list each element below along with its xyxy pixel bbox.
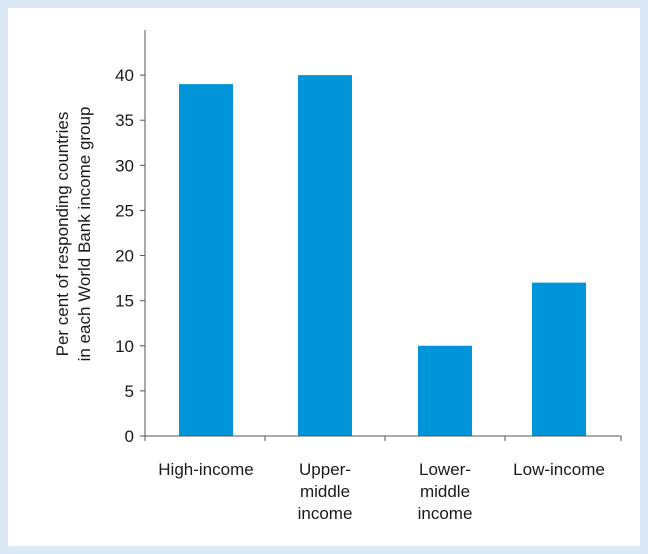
y-tick-label: 5 bbox=[125, 382, 134, 401]
bar-chart: Per cent of responding countries in each … bbox=[53, 30, 622, 523]
x-tick-label: income bbox=[298, 504, 353, 523]
x-tick-label: Lower- bbox=[419, 460, 471, 479]
axes-group bbox=[144, 30, 622, 441]
x-tick-label: income bbox=[418, 504, 473, 523]
bar-4 bbox=[532, 282, 586, 436]
x-tick-label: High-income bbox=[158, 460, 253, 479]
x-labels-group: High-income Upper-middle income Lower-middl… bbox=[158, 460, 605, 523]
y-tick-label: 25 bbox=[115, 201, 134, 220]
y-tick-label: 10 bbox=[115, 337, 134, 356]
x-tick-label: middle bbox=[420, 482, 470, 501]
y-tick-label: 40 bbox=[115, 66, 134, 85]
y-tick-label: 0 bbox=[125, 427, 134, 446]
chart-panel: Per cent of responding countries in each … bbox=[8, 8, 640, 546]
y-ticks-group: 0 5 10 15 20 25 30 35 40 bbox=[115, 66, 145, 446]
bar-1 bbox=[179, 84, 233, 436]
x-tick-label: Low-income bbox=[513, 460, 605, 479]
y-axis-title-line-1: Per cent of responding countries bbox=[53, 112, 72, 357]
y-tick-label: 20 bbox=[115, 247, 134, 266]
y-tick-label: 35 bbox=[115, 111, 134, 130]
bars-group bbox=[179, 75, 586, 436]
bar-2 bbox=[298, 75, 352, 436]
x-tick-label: Upper- bbox=[299, 460, 351, 479]
y-tick-label: 15 bbox=[115, 292, 134, 311]
y-tick-label: 30 bbox=[115, 156, 134, 175]
y-axis-title: Per cent of responding countries in each … bbox=[53, 107, 94, 362]
bar-3 bbox=[418, 345, 472, 436]
x-tick-label: middle bbox=[300, 482, 350, 501]
y-axis-title-line-2: in each World Bank income group bbox=[75, 107, 94, 362]
